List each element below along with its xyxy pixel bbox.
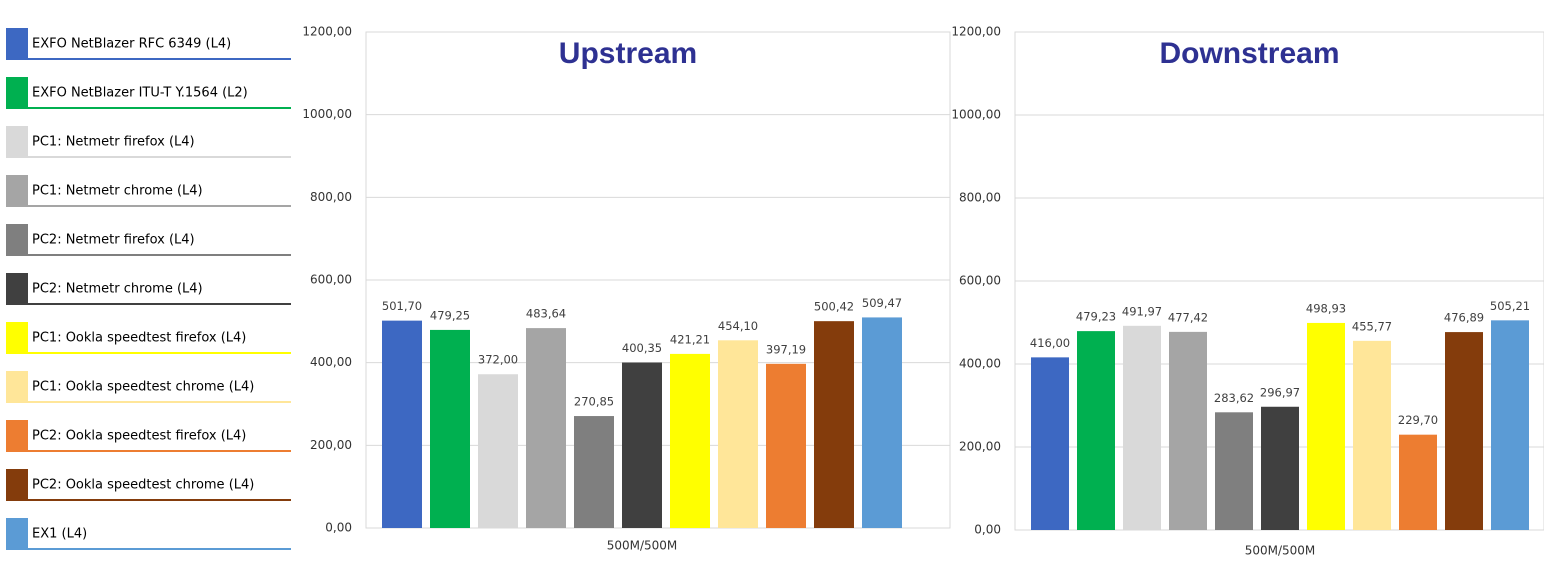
value-label: 505,21 [1490, 299, 1530, 313]
value-label: 509,47 [862, 296, 902, 310]
value-label: 416,00 [1030, 336, 1070, 350]
y-tick-label: 0,00 [974, 523, 1001, 537]
value-label: 501,70 [382, 299, 422, 313]
legend-swatch [6, 322, 28, 354]
bar [1445, 332, 1483, 530]
y-tick-label: 600,00 [959, 274, 1001, 288]
legend-swatch [6, 175, 28, 207]
value-label: 498,93 [1306, 301, 1346, 315]
value-label: 372,00 [478, 353, 518, 367]
y-tick-label: 600,00 [310, 273, 352, 287]
legend-swatch [6, 469, 28, 501]
legend-label: EXFO NetBlazer RFC 6349 (L4) [32, 37, 231, 52]
bar [1215, 412, 1253, 530]
legend-label: PC2: Netmetr firefox (L4) [32, 233, 195, 248]
y-tick-label: 1000,00 [951, 108, 1001, 122]
legend-swatch [6, 77, 28, 109]
legend-swatch [6, 518, 28, 550]
bar [1123, 325, 1161, 530]
legend-label: PC1: Netmetr chrome (L4) [32, 184, 203, 199]
value-label: 479,25 [430, 308, 470, 322]
value-label: 483,64 [526, 307, 566, 321]
y-tick-label: 200,00 [959, 440, 1001, 454]
bar [1077, 331, 1115, 530]
value-label: 397,19 [766, 342, 806, 356]
legend-label: PC1: Netmetr firefox (L4) [32, 135, 195, 150]
y-tick-label: 800,00 [959, 191, 1001, 205]
y-tick-label: 1000,00 [302, 107, 352, 121]
legend-swatch [6, 28, 28, 60]
bar [862, 317, 902, 528]
legend-swatch [6, 273, 28, 305]
value-label: 477,42 [1168, 310, 1208, 324]
legend-label: PC2: Netmetr chrome (L4) [32, 282, 203, 297]
y-tick-label: 800,00 [310, 190, 352, 204]
bar [1307, 322, 1345, 530]
x-axis-label: 500M/500M [1245, 544, 1316, 558]
legend-swatch [6, 126, 28, 158]
bar [670, 353, 710, 528]
bar [1491, 320, 1529, 530]
value-label: 455,77 [1352, 319, 1392, 333]
bar [382, 320, 422, 528]
legend-label: EX1 (L4) [32, 527, 87, 542]
value-label: 229,70 [1398, 413, 1438, 427]
bar [1353, 340, 1391, 530]
bar [718, 340, 758, 528]
bar [1031, 357, 1069, 530]
legend-label: PC1: Ookla speedtest firefox (L4) [32, 331, 246, 346]
chart-title: Downstream [1159, 37, 1339, 70]
value-label: 476,89 [1444, 311, 1484, 325]
legend-swatch [6, 371, 28, 403]
y-tick-label: 400,00 [959, 357, 1001, 371]
value-label: 479,23 [1076, 310, 1116, 324]
chart-title: Upstream [559, 37, 697, 70]
value-label: 283,62 [1214, 391, 1254, 405]
legend-swatch [6, 420, 28, 452]
bar [574, 416, 614, 528]
y-tick-label: 1200,00 [302, 25, 352, 39]
legend-label: EXFO NetBlazer ITU-T Y.1564 (L2) [32, 86, 248, 101]
legend-swatch [6, 224, 28, 256]
bar [478, 374, 518, 528]
value-label: 270,85 [574, 395, 614, 409]
bar [814, 321, 854, 528]
legend-label: PC1: Ookla speedtest chrome (L4) [32, 380, 254, 395]
bar [430, 329, 470, 528]
value-label: 491,97 [1122, 304, 1162, 318]
legend-label: PC2: Ookla speedtest chrome (L4) [32, 478, 254, 493]
y-tick-label: 1200,00 [951, 25, 1001, 39]
bar [1261, 406, 1299, 530]
value-label: 296,97 [1260, 385, 1300, 399]
value-label: 500,42 [814, 300, 854, 314]
y-tick-label: 0,00 [325, 521, 352, 535]
legend-label: PC2: Ookla speedtest firefox (L4) [32, 429, 246, 444]
y-tick-label: 200,00 [310, 438, 352, 452]
x-axis-label: 500M/500M [607, 539, 678, 553]
value-label: 454,10 [718, 319, 758, 333]
bar [622, 362, 662, 528]
value-label: 421,21 [670, 332, 710, 346]
bar [1399, 434, 1437, 530]
bar [526, 328, 566, 528]
bar [1169, 331, 1207, 530]
bar [766, 363, 806, 528]
value-label: 400,35 [622, 341, 662, 355]
y-tick-label: 400,00 [310, 355, 352, 369]
